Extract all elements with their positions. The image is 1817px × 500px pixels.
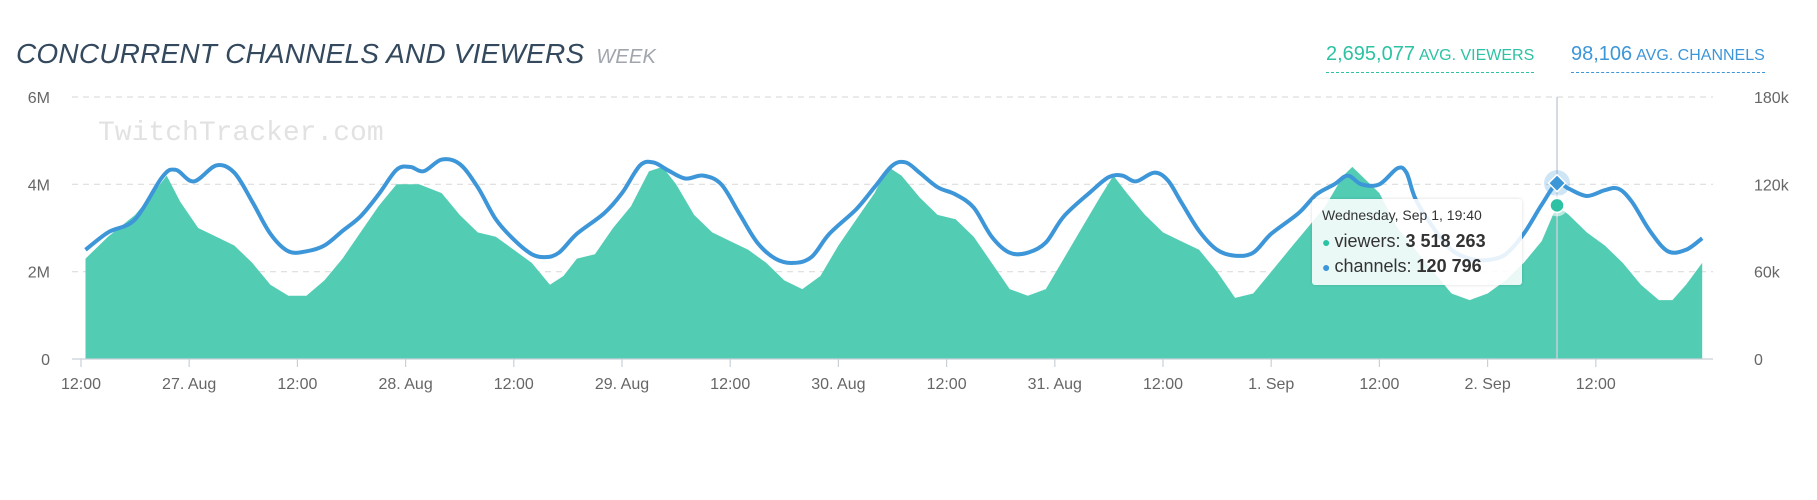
y-right-tick-label: 180k — [1754, 90, 1790, 107]
chart-title: CONCURRENT CHANNELS AND VIEWERS WEEK — [16, 38, 656, 70]
viewers-hover-marker — [1549, 197, 1565, 214]
avg-channels-value: 98,106 — [1571, 43, 1633, 65]
x-tick-label: 12:00 — [277, 376, 317, 393]
y-right-tick-label: 60k — [1754, 265, 1781, 282]
period-label[interactable]: WEEK — [596, 46, 657, 68]
y-right-tick-label: 0 — [1754, 352, 1763, 369]
x-tick-label: 12:00 — [710, 376, 750, 393]
watermark-text: TwitchTracker.com — [98, 118, 384, 149]
chart-title-text: CONCURRENT CHANNELS AND VIEWERS — [16, 38, 585, 69]
axes: 0 0 2M 60k 4M 120k 6M 180k 12:00 27. Aug 12:00 28. … — [28, 90, 1790, 393]
tooltip-channels-value: 120 796 — [1416, 256, 1482, 276]
x-tick-label: 12:00 — [1359, 376, 1399, 393]
viewers-dot-icon: ● — [1322, 234, 1331, 250]
hover-markers — [1544, 97, 1571, 359]
tooltip-date: Wednesday, Sep 1, 19:40 — [1322, 207, 1482, 223]
y-right-tick-label: 120k — [1754, 177, 1790, 194]
avg-channels-label: AVG. CHANNELS — [1636, 47, 1765, 64]
viewers-series — [85, 166, 1703, 359]
tooltip-viewers-label: viewers: — [1334, 231, 1401, 251]
x-tick-label: 12:00 — [1143, 376, 1183, 393]
tooltip-channels-row: ● channels: 120 796 — [1322, 254, 1512, 279]
tooltip-viewers-value: 3 518 263 — [1405, 231, 1486, 251]
y-left-tick-label: 2M — [28, 265, 50, 282]
x-tick-label: 31. Aug — [1028, 376, 1082, 393]
avg-viewers-stat[interactable]: 2,695,077 AVG. VIEWERS — [1326, 43, 1535, 73]
avg-viewers-label: AVG. VIEWERS — [1418, 47, 1535, 64]
tooltip-channels-label: channels: — [1334, 256, 1412, 276]
x-tick-label: 12:00 — [494, 376, 534, 393]
chart-tooltip: Wednesday, Sep 1, 19:40 ● viewers: 3 518 … — [1312, 199, 1522, 285]
x-tick-label: 1. Sep — [1248, 376, 1294, 393]
x-tick-label: 12:00 — [61, 376, 101, 393]
y-left-tick-label: 4M — [28, 177, 50, 194]
channels-hover-marker — [1547, 173, 1567, 193]
y-left-tick-label: 6M — [28, 90, 50, 107]
x-tick-label: 27. Aug — [162, 376, 216, 393]
y-left-tick-label: 0 — [41, 352, 50, 369]
x-tick-label: 30. Aug — [811, 376, 865, 393]
x-tick-label: 29. Aug — [595, 376, 649, 393]
x-tick-label: 12:00 — [1576, 376, 1616, 393]
x-tick-label: 28. Aug — [378, 376, 432, 393]
avg-channels-stat[interactable]: 98,106 AVG. CHANNELS — [1571, 43, 1765, 73]
x-tick-label: 12:00 — [927, 376, 967, 393]
channels-dot-icon: ● — [1322, 259, 1331, 275]
viewers-area[interactable] — [85, 166, 1703, 359]
x-tick-label: 2. Sep — [1464, 376, 1510, 393]
tooltip-viewers-row: ● viewers: 3 518 263 — [1322, 229, 1512, 254]
avg-viewers-value: 2,695,077 — [1326, 43, 1415, 65]
